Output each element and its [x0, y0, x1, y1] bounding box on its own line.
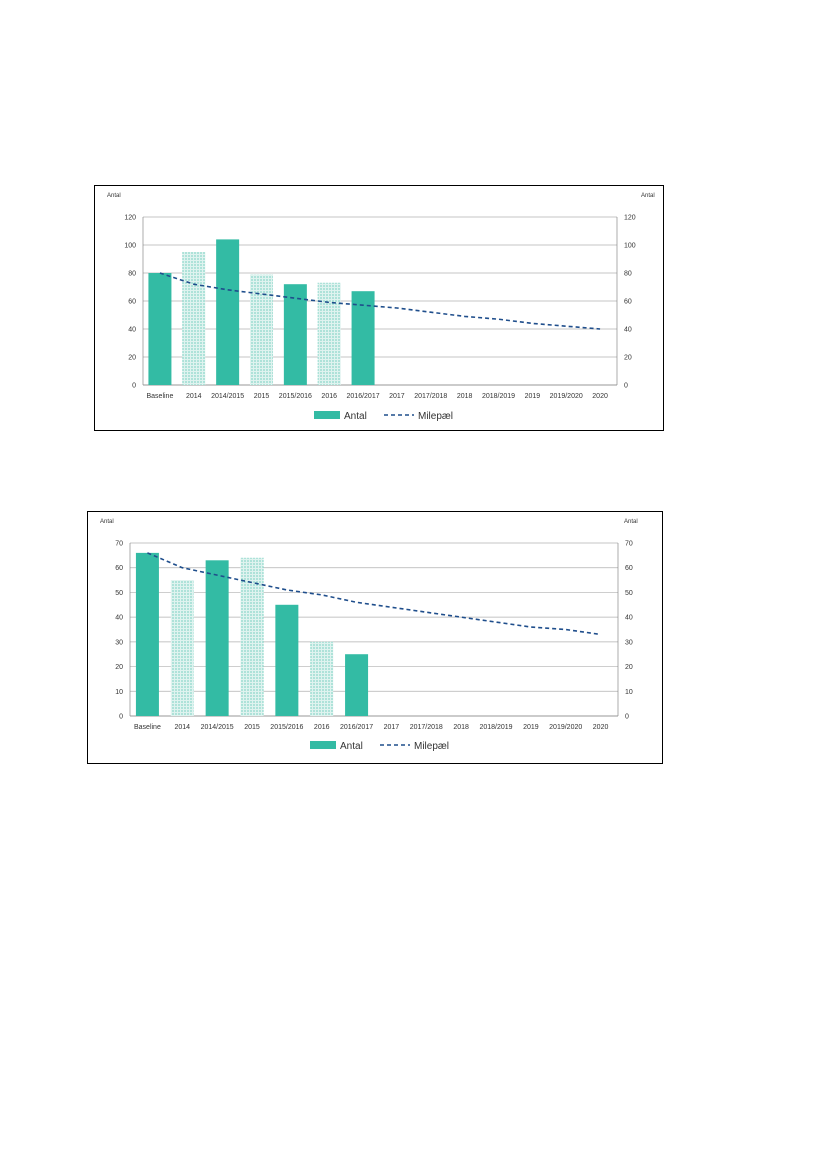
legend-label-milepael: Milepæl [414, 741, 449, 752]
x-tick-label: 2018 [457, 393, 473, 400]
y-tick-label-right: 70 [625, 541, 633, 548]
y-tick-label-right: 10 [625, 689, 633, 696]
y-tick-label-left: 70 [115, 541, 123, 548]
x-tick-label: 2017/2018 [410, 724, 443, 731]
y-tick-label-right: 20 [624, 355, 632, 362]
y-tick-label-left: 40 [128, 327, 136, 334]
legend-label-antal: Antal [344, 411, 367, 422]
chart-1: Antal Antal 0 0 20 20 40 40 60 60 80 80 100 100 120 1… [94, 185, 664, 431]
x-tick-label: 2016/2017 [347, 393, 380, 400]
x-tick-label: 2019 [523, 724, 539, 731]
x-tick-label: Baseline [134, 724, 161, 731]
x-tick-label: 2019/2020 [549, 724, 582, 731]
legend-swatch-antal [310, 741, 336, 749]
x-tick-label: 2015 [244, 724, 260, 731]
bar-hatched [170, 580, 194, 716]
bar-hatched [310, 641, 334, 716]
x-tick-label: 2020 [592, 393, 608, 400]
bar [345, 654, 369, 716]
x-tick-label: 2017 [384, 724, 400, 731]
y-tick-label-right: 30 [625, 639, 633, 646]
legend-swatch-antal [314, 411, 340, 419]
y-tick-label-right: 0 [625, 714, 629, 721]
left-axis-title: Antal [100, 519, 114, 525]
right-axis-title: Antal [641, 193, 655, 199]
chart-2: Antal Antal 0 0 10 10 20 20 30 30 40 40 50 50 60 60 70… [87, 511, 663, 764]
y-tick-label-left: 30 [115, 639, 123, 646]
x-tick-label: 2014/2015 [201, 724, 234, 731]
y-tick-label-right: 0 [624, 383, 628, 390]
y-tick-label-right: 60 [625, 565, 633, 572]
x-tick-label: 2015/2016 [279, 393, 312, 400]
y-tick-label-left: 80 [128, 271, 136, 278]
y-tick-label-left: 120 [124, 215, 136, 222]
bar [135, 552, 159, 716]
right-axis-title: Antal [624, 519, 638, 525]
milestone-line [147, 552, 601, 636]
x-tick-label: 2017 [389, 393, 405, 400]
y-tick-label-left: 0 [132, 383, 136, 390]
y-tick-label-right: 100 [624, 243, 636, 250]
y-tick-label-right: 60 [624, 299, 632, 306]
bar [205, 560, 229, 716]
y-tick-label-right: 40 [625, 615, 633, 622]
x-tick-label: Baseline [146, 393, 173, 400]
x-tick-label: 2014 [186, 393, 202, 400]
bar [283, 284, 307, 385]
x-tick-label: 2019 [525, 393, 541, 400]
x-tick-label: 2014 [174, 724, 190, 731]
y-tick-label-left: 20 [128, 355, 136, 362]
legend-label-milepael: Milepæl [418, 411, 453, 422]
bar [351, 291, 375, 385]
bar [275, 604, 299, 716]
x-tick-label: 2017/2018 [414, 393, 447, 400]
x-tick-label: 2015 [254, 393, 270, 400]
bar-hatched [240, 557, 264, 716]
y-tick-label-right: 40 [624, 327, 632, 334]
x-tick-label: 2014/2015 [211, 393, 244, 400]
y-tick-label-left: 20 [115, 664, 123, 671]
y-tick-label-right: 80 [624, 271, 632, 278]
y-tick-label-left: 60 [115, 565, 123, 572]
y-tick-label-right: 50 [625, 590, 633, 597]
y-tick-label-left: 0 [119, 714, 123, 721]
x-tick-label: 2016/2017 [340, 724, 373, 731]
x-tick-label: 2015/2016 [270, 724, 303, 731]
y-tick-label-left: 60 [128, 299, 136, 306]
bar-hatched [182, 252, 206, 385]
y-tick-label-left: 100 [124, 243, 136, 250]
y-tick-label-left: 40 [115, 615, 123, 622]
x-tick-label: 2018/2019 [479, 724, 512, 731]
x-tick-label: 2016 [321, 393, 337, 400]
bar-hatched [317, 282, 341, 385]
y-tick-label-right: 120 [624, 215, 636, 222]
legend-label-antal: Antal [340, 741, 363, 752]
x-tick-label: 2019/2020 [550, 393, 583, 400]
x-tick-label: 2018/2019 [482, 393, 515, 400]
y-tick-label-right: 20 [625, 664, 633, 671]
y-tick-label-left: 10 [115, 689, 123, 696]
x-tick-label: 2020 [593, 724, 609, 731]
bar-hatched [250, 274, 273, 385]
x-tick-label: 2016 [314, 724, 330, 731]
bar [148, 273, 172, 385]
y-tick-label-left: 50 [115, 590, 123, 597]
bar [216, 239, 240, 385]
x-tick-label: 2018 [453, 724, 469, 731]
left-axis-title: Antal [107, 193, 121, 199]
